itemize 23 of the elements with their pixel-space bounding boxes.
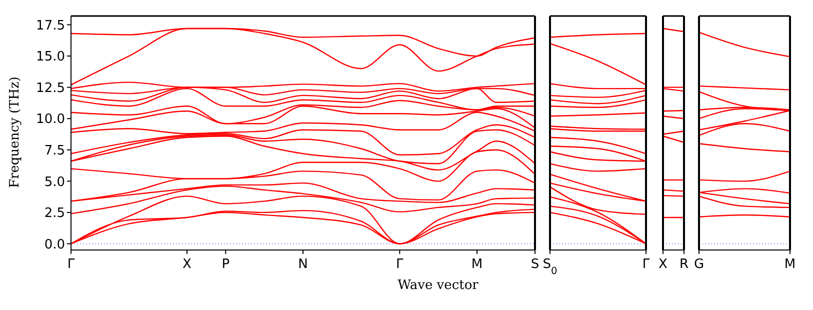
x-tick-label: Γ	[67, 257, 76, 272]
x-tick-label: N	[298, 257, 308, 272]
y-tick-label: 0.0	[44, 237, 65, 252]
y-tick-label: 7.5	[44, 144, 65, 159]
y-tick-label: 10.0	[36, 112, 65, 128]
x-tick-label: Γ	[642, 257, 650, 272]
x-axis-title: Wave vector	[396, 278, 480, 293]
x-tick-label: M	[784, 257, 796, 272]
y-tick-label: 12.5	[36, 80, 65, 96]
x-tick-label: X	[182, 257, 192, 272]
x-tick-label: M	[471, 257, 483, 272]
y-tick-label: 17.5	[36, 18, 65, 34]
y-tick-label: 2.5	[44, 206, 65, 222]
x-tick-label: P	[222, 257, 230, 272]
y-axis-title: Frequency (THz)	[8, 76, 23, 188]
x-tick-label: G	[694, 257, 704, 272]
x-tick-label: S$_{0}$	[542, 257, 558, 276]
x-tick-label: Γ	[396, 257, 404, 272]
x-tick-label: X	[658, 257, 668, 272]
x-tick-label: R	[679, 257, 689, 272]
y-tick-label: 5.0	[44, 174, 65, 190]
y-tick-label: 15.0	[36, 50, 65, 65]
x-tick-label: S	[530, 257, 540, 272]
